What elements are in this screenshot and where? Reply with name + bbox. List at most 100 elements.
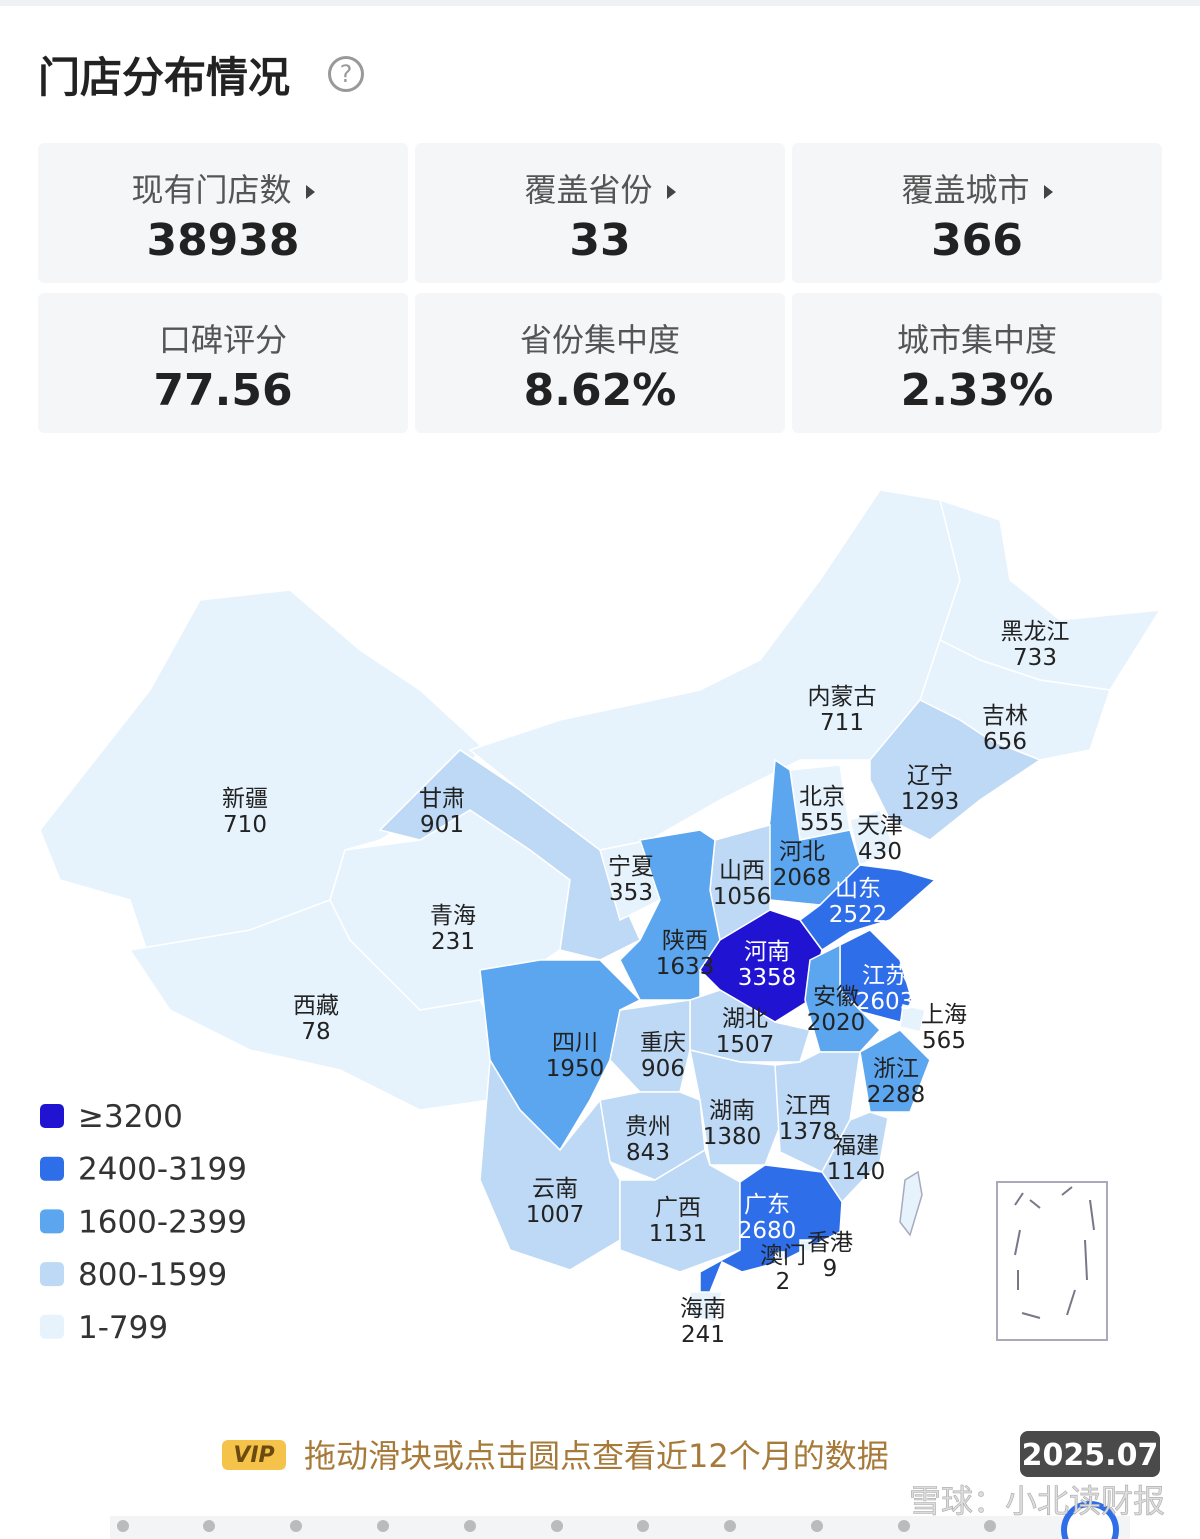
legend-label: 1-799	[78, 1310, 168, 1346]
region-name: 上海	[921, 1002, 967, 1028]
region[interactable]	[798, 864, 937, 952]
stat-value: 33	[569, 215, 631, 266]
region[interactable]	[689, 1291, 723, 1323]
stat-card: 省份集中度 8.62%	[415, 293, 785, 433]
help-icon[interactable]: ?	[328, 56, 364, 92]
vip-badge: VIP	[233, 1443, 274, 1468]
south-sea-inset	[996, 1181, 1108, 1341]
watermark: 雪球：小北读财报	[909, 1482, 1165, 1520]
region-name: 江西	[785, 1093, 831, 1119]
stat-arrow	[305, 185, 315, 199]
slider-track[interactable]	[110, 1501, 1130, 1539]
region-name: 新疆	[222, 786, 268, 812]
date-badge-bg	[1020, 1431, 1160, 1477]
region-name: 北京	[799, 784, 845, 810]
stat-label-text: 省份集中度	[519, 321, 680, 359]
legend-swatch[interactable]	[40, 1262, 64, 1287]
section-title: 门店分布情况	[38, 53, 291, 102]
stat-label-text: 现有门店数	[131, 171, 292, 209]
region-name: 香港	[807, 1230, 853, 1256]
stat-label: 覆盖城市	[792, 165, 1162, 211]
region-value: 2288	[867, 1082, 926, 1108]
region-value: 565	[922, 1028, 966, 1054]
region[interactable]	[899, 1004, 926, 1033]
legend-swatch[interactable]	[40, 1314, 64, 1339]
region-name: 广东	[744, 1192, 790, 1218]
region-value: 78	[301, 1019, 330, 1045]
region-value: 656	[983, 729, 1027, 755]
region-value: 901	[420, 812, 464, 838]
legend-swatch[interactable]	[40, 1209, 64, 1234]
region[interactable]	[849, 809, 896, 867]
legend-label: 2400-3199	[78, 1152, 247, 1188]
stat-card: 口碑评分 77.56	[38, 293, 408, 433]
region-value: 231	[431, 929, 475, 955]
region-name: 广西	[655, 1195, 701, 1221]
stat-label: 城市集中度	[792, 315, 1162, 361]
region-value: 2522	[829, 902, 888, 928]
region-value: 555	[800, 810, 844, 836]
legend-swatch[interactable]	[40, 1156, 64, 1181]
region-value: 843	[626, 1140, 670, 1166]
region[interactable]	[799, 1239, 812, 1252]
stat-value: 77.56	[153, 365, 293, 416]
stat-card[interactable]: 覆盖省份 33	[415, 143, 785, 283]
region-value: 1378	[779, 1119, 838, 1145]
region-name: 山西	[719, 858, 765, 884]
region-value: 2020	[807, 1010, 866, 1036]
stat-label: 口碑评分	[38, 315, 408, 361]
region-value: 241	[681, 1322, 725, 1348]
stat-value: 366	[931, 215, 1023, 266]
region[interactable]	[599, 1091, 706, 1181]
stat-arrow	[1043, 185, 1053, 199]
region-value: 710	[223, 812, 267, 838]
stat-card: 城市集中度 2.33%	[792, 293, 1162, 433]
region[interactable]	[774, 1251, 785, 1262]
region-name: 吉林	[982, 703, 1028, 729]
stat-label-text: 口碑评分	[158, 321, 287, 359]
stat-label: 现有门店数	[38, 165, 408, 211]
vip-badge-bg	[222, 1440, 286, 1470]
region-value: 1140	[827, 1159, 886, 1185]
legend-label: ≥3200	[78, 1099, 183, 1135]
region[interactable]	[774, 1051, 861, 1173]
region[interactable]	[619, 829, 721, 1001]
region[interactable]	[804, 943, 882, 1053]
region[interactable]	[859, 1029, 931, 1113]
region-name: 湖南	[709, 1098, 755, 1124]
region-name: 陕西	[662, 928, 708, 954]
region-name: 安徽	[813, 984, 859, 1010]
stat-card[interactable]: 现有门店数 38938	[38, 143, 408, 283]
region-value: 9	[823, 1256, 838, 1282]
region-name: 河南	[744, 939, 790, 965]
region-name: 浙江	[873, 1056, 919, 1082]
region-value: 2068	[773, 865, 832, 891]
stat-card[interactable]: 覆盖城市 366	[792, 143, 1162, 283]
top-bar	[0, 0, 1200, 6]
region-value: 1380	[703, 1124, 762, 1150]
region-value: 906	[641, 1056, 685, 1082]
legend-label: 1600-2399	[78, 1204, 247, 1240]
region[interactable]	[869, 699, 1042, 841]
stat-label: 省份集中度	[415, 315, 785, 361]
region-name: 江苏	[862, 963, 908, 989]
region-name: 西藏	[293, 993, 339, 1019]
region-value: 1131	[649, 1221, 708, 1247]
stat-arrow	[666, 185, 676, 199]
region-value: 711	[820, 710, 864, 736]
region[interactable]	[699, 1164, 843, 1302]
region[interactable]	[378, 749, 641, 961]
stat-value: 8.62%	[523, 365, 677, 416]
region-value: 3358	[738, 965, 797, 991]
region-value: 1633	[656, 954, 715, 980]
date-badge: 2025.07	[1022, 1438, 1159, 1473]
region-name: 天津	[857, 813, 903, 839]
stat-value: 2.33%	[900, 365, 1054, 416]
legend-swatch[interactable]	[40, 1104, 64, 1128]
region-name: 甘肃	[419, 786, 465, 812]
region-name: 青海	[430, 903, 476, 929]
stat-label-text: 覆盖城市	[901, 171, 1030, 209]
region-value: 2	[776, 1269, 791, 1295]
